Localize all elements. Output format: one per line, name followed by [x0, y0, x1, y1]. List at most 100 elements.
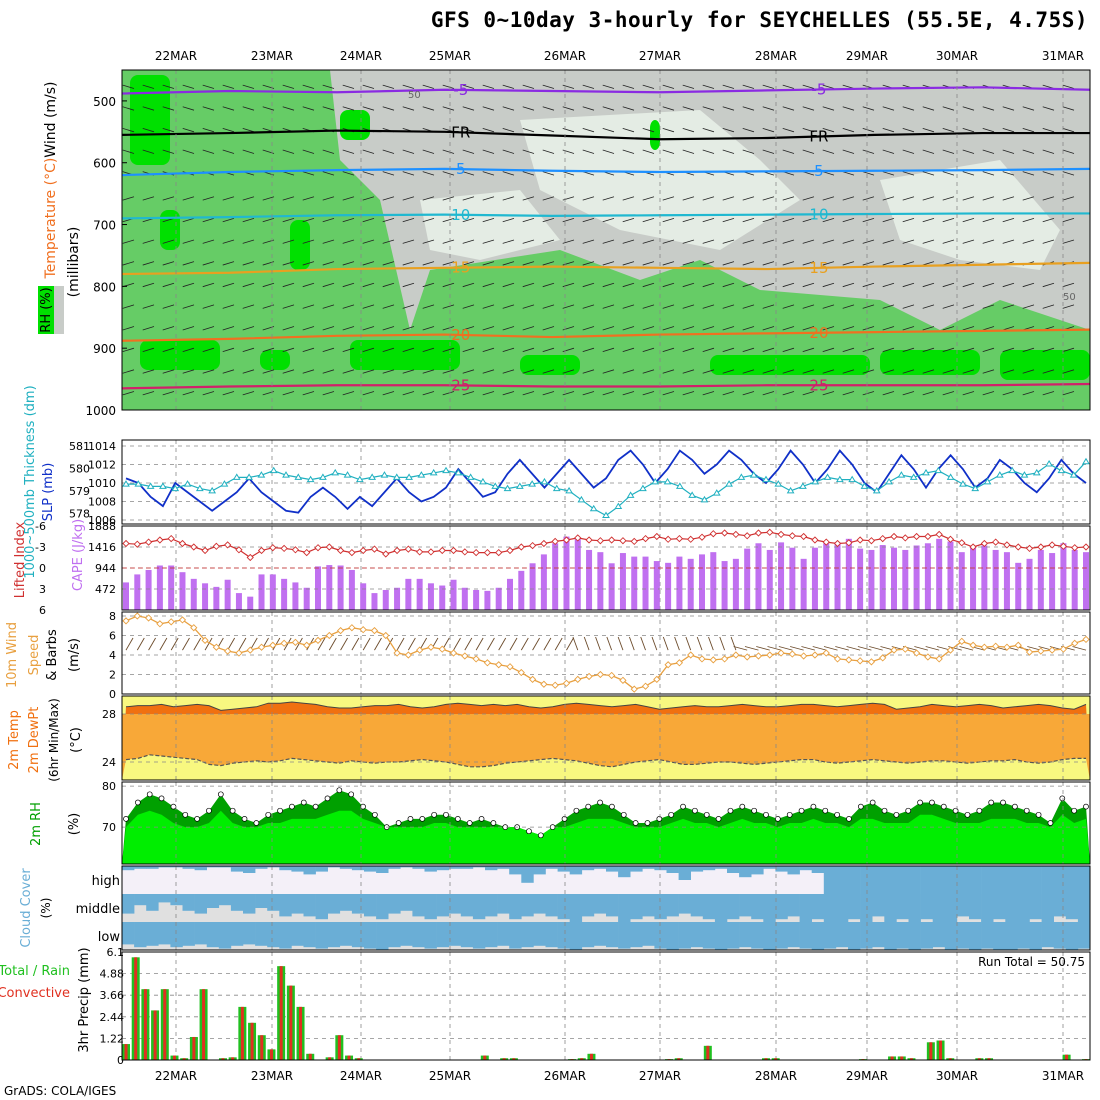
upper-wind-barb: [302, 239, 315, 244]
rh2m-point: [419, 816, 426, 822]
upper-wind-barb: [742, 304, 755, 309]
li-point: [472, 548, 480, 557]
li-point: [698, 533, 706, 541]
wind-units-label: (m/s): [67, 638, 82, 672]
cape-bar: [631, 556, 638, 610]
upper-wind-barb: [322, 282, 335, 288]
precip-convective-bar: [172, 1055, 176, 1060]
precip-convective-bar: [948, 1058, 952, 1060]
li-point: [517, 543, 525, 551]
precip-convective-bar: [124, 1044, 128, 1060]
precip-units-label: 3hr Precip (mm): [77, 947, 92, 1052]
upper-wind-barb: [882, 171, 895, 176]
upper-wind-barb: [462, 217, 475, 223]
upper-wind-barb: [182, 196, 195, 201]
rh2m-point: [893, 811, 900, 818]
wind-speed-point: [1025, 648, 1034, 656]
rh2m-frame: [121, 781, 1091, 865]
cloud-middle-bar: [666, 894, 679, 917]
upper-wind-barb: [642, 261, 655, 266]
upper-wind-barb: [482, 217, 495, 223]
rh2m-point: [431, 811, 437, 818]
upper-wind-barb: [762, 369, 775, 374]
precip-convective-bar: [231, 1057, 235, 1060]
dewpoint-area: [122, 754, 1090, 780]
cloud-high-bar: [448, 866, 462, 869]
upper-wind-barb: [822, 196, 835, 201]
cloud-high-bar: [388, 866, 401, 869]
upper-wind-barb: [602, 239, 615, 244]
wind-speed-point: [246, 646, 254, 654]
cape-bar: [1060, 543, 1067, 610]
upper-wind-barb: [482, 304, 495, 309]
li-point: [257, 546, 266, 555]
isotherm-label: 15: [451, 259, 470, 277]
li-point: [212, 542, 220, 550]
upper-wind-barb: [1062, 106, 1075, 111]
cloud-middle-bar: [315, 894, 328, 920]
wind-speed-point: [472, 655, 480, 663]
wind10m-barb: [756, 646, 770, 651]
upper-wind-barb: [1062, 347, 1075, 352]
li-point: [370, 545, 379, 553]
cloud-high-bar: [763, 866, 776, 869]
cloud-high-bar: [884, 866, 897, 894]
wind-speed-point: [551, 681, 559, 689]
cape-bar: [1037, 549, 1044, 610]
thickness-point: [602, 511, 610, 519]
li-cape-frame: [121, 525, 1091, 611]
precip-convective-bar: [900, 1056, 904, 1060]
upper-wind-barb: [502, 347, 515, 352]
upper-wind-barb: [602, 347, 615, 352]
upper-wind-barb: [742, 347, 755, 352]
upper-wind-barb: [442, 326, 455, 331]
cloud-high-bar: [690, 866, 704, 872]
wind-speed-point: [438, 645, 446, 653]
wind10m-barb: [148, 637, 156, 651]
precip-convective-bar: [357, 1058, 361, 1060]
upper-wind-barb: [542, 239, 555, 244]
rh-moist-patch: [260, 350, 290, 370]
rh2m-point: [1012, 803, 1018, 810]
upper-wind-barb: [382, 196, 395, 201]
isotherm-label: FR: [809, 128, 828, 146]
upper-wind-barb: [282, 171, 295, 176]
bottom-date-tick: 30MAR: [936, 1069, 978, 1083]
li-point: [224, 541, 232, 549]
cloud-high-bar: [751, 866, 764, 875]
wind10m-barb: [317, 637, 326, 651]
thickness-point: [712, 489, 721, 496]
upper-wind-barb: [202, 304, 215, 309]
cloud-low-bar: [908, 922, 921, 950]
wind10m-barb: [857, 646, 872, 651]
rh2m-point: [1000, 799, 1006, 806]
upper-wind-barb: [662, 347, 675, 352]
upper-wind-barb: [522, 282, 535, 288]
cloud-low-bar: [811, 922, 825, 950]
upper-wind-barb: [522, 239, 535, 244]
upper-wind-barb: [1022, 106, 1035, 111]
cloud-high-bar: [848, 866, 861, 894]
li-point: [879, 534, 887, 543]
upper-wind-barb: [522, 171, 535, 176]
cloud-high-bar: [787, 866, 800, 875]
wind-speed-point: [879, 654, 887, 662]
upper-wind-barb: [782, 128, 795, 133]
cloud-high-bar: [654, 866, 667, 871]
cloud-low-bar: [557, 922, 570, 949]
upper-wind-barb: [1022, 196, 1035, 201]
wind-speed-point: [980, 643, 988, 651]
cape-bar: [992, 549, 999, 610]
upper-wind-barb: [822, 391, 835, 396]
upper-wind-barb: [802, 261, 815, 266]
temp-tick: 24: [102, 756, 116, 769]
cloud-high-bar: [436, 866, 449, 871]
cloud-middle-bar: [472, 894, 486, 920]
upper-wind-barb: [442, 217, 455, 223]
wind10m-barb: [914, 646, 928, 651]
rh2m-label-line: 2m RH: [29, 802, 44, 846]
precip-convective-bar: [939, 1040, 943, 1060]
cape-label-line: CAPE (J/kg): [71, 519, 86, 591]
wind10m-barb: [696, 636, 703, 651]
upper-wind-barb: [862, 326, 875, 331]
